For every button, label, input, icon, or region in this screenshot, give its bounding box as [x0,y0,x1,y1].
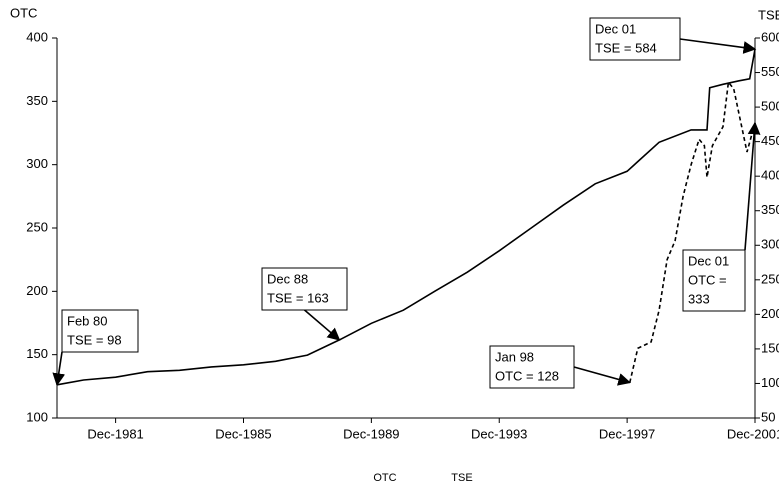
legend-label: TSE [451,472,472,484]
annotation-text: Dec 01 [595,21,636,36]
x-tick-label: Dec-2001 [727,426,779,441]
annotation-text: OTC = 128 [495,368,559,383]
annotation-arrow [679,38,757,54]
x-tick-label: Dec-1993 [471,426,527,441]
y2-tick-label: 100 [761,375,779,390]
x-tick-label: Dec-1997 [599,426,655,441]
y2-tick-label: 200 [761,306,779,321]
x-tick-label: Dec-1985 [215,426,271,441]
annotation-text: Feb 80 [67,313,107,328]
y-tick-label: 100 [26,409,48,424]
annotation-text: TSE = 584 [595,40,657,55]
y-tick-label: 200 [26,283,48,298]
annotation-box [682,249,746,312]
y-tick-label: 250 [26,219,48,234]
annotation-text: OTC = [688,272,727,287]
y-tick-label: 350 [26,93,48,108]
line-series [56,48,756,386]
y2-tick-label: 400 [761,168,779,183]
y-tick-label: 300 [26,156,48,171]
y2-tick-label: 250 [761,271,779,286]
y2-tick-label: 300 [761,237,779,252]
legend-label: OTC [373,472,396,484]
annotation-text: TSE = 163 [267,290,329,305]
annotation-text: Dec 01 [688,253,729,268]
annotation-arrow [52,351,66,387]
annotation-box [261,267,348,311]
y2-tick-label: 50 [761,409,775,424]
y2-tick-label: 350 [761,202,779,217]
y-axis-title: OTC [10,5,37,20]
annotation-text: TSE = 98 [67,332,122,347]
annotation-box [589,17,681,61]
x-tick-label: Dec-1981 [87,426,143,441]
y2-tick-label: 450 [761,133,779,148]
annotation-arrow [573,366,632,386]
line-series [629,80,756,383]
x-tick-label: Dec-1989 [343,426,399,441]
y-tick-label: 150 [26,346,48,361]
y2-axis-title: TSE [758,7,779,22]
annotation-box [489,345,575,389]
y2-tick-label: 600 [761,29,779,44]
annotation-arrow [744,121,761,251]
annotation-arrow [303,309,341,341]
annotation-text: Jan 98 [495,349,534,364]
y2-tick-label: 550 [761,64,779,79]
annotation-text: Dec 88 [267,271,308,286]
annotation-box [61,309,139,353]
y-tick-label: 400 [26,29,48,44]
y2-tick-label: 150 [761,340,779,355]
y2-tick-label: 500 [761,99,779,114]
annotation-text: 333 [688,291,710,306]
